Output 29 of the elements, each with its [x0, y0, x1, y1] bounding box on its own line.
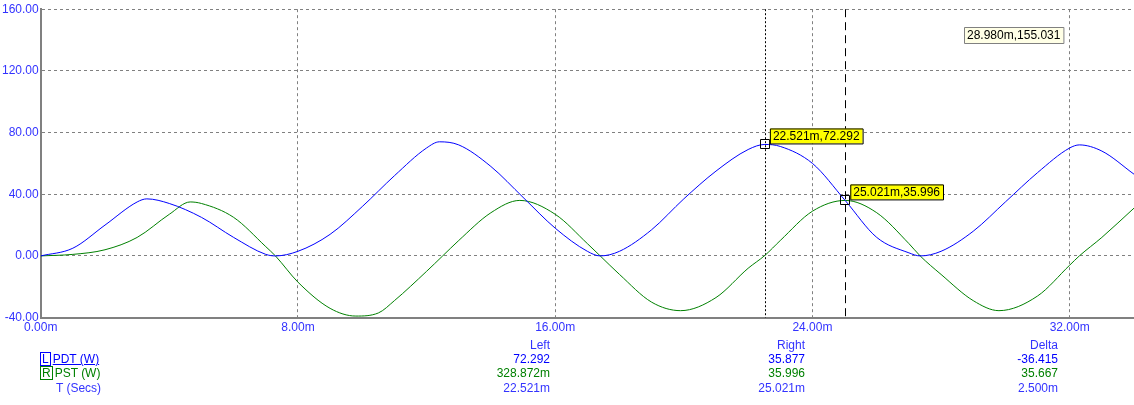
text: R	[40, 366, 53, 380]
text: Right	[776, 338, 805, 352]
text: 35.667	[1020, 366, 1058, 380]
x-tick-label: 16.00m	[535, 320, 576, 335]
x-tick-label: 32.00m	[1049, 320, 1090, 335]
legend-label: PDT (W)	[52, 352, 100, 366]
text: 328.872m	[495, 366, 550, 380]
y-tick-label: 40.00	[8, 186, 40, 201]
text: 22.521m	[502, 381, 550, 395]
text: 35.996	[767, 366, 805, 380]
text: 25.021m	[757, 381, 805, 395]
x-tick-label: 24.00m	[792, 320, 833, 335]
annotation: 25.021m,35.996	[853, 184, 941, 199]
annotation: 28.980m,155.031	[967, 28, 1061, 43]
x-tick-label: 8.00m	[281, 320, 315, 335]
text: T (Secs)	[56, 381, 102, 395]
text: 35.877	[767, 352, 805, 366]
y-tick-label: 120.00	[2, 63, 40, 78]
text: 72.292	[512, 352, 550, 366]
y-tick-label: 0.00	[15, 248, 40, 263]
y-tick-label: 80.00	[8, 124, 40, 139]
text: Delta	[1029, 338, 1058, 352]
annotation: 22.521m,72.292	[772, 128, 860, 143]
text: -36.415	[1016, 352, 1058, 366]
text: Left	[529, 338, 550, 352]
text: L	[40, 352, 51, 366]
y-tick-label: 160.00	[2, 1, 40, 16]
text: 2.500m	[1016, 381, 1058, 395]
legend-label: PST (W)	[54, 366, 101, 380]
